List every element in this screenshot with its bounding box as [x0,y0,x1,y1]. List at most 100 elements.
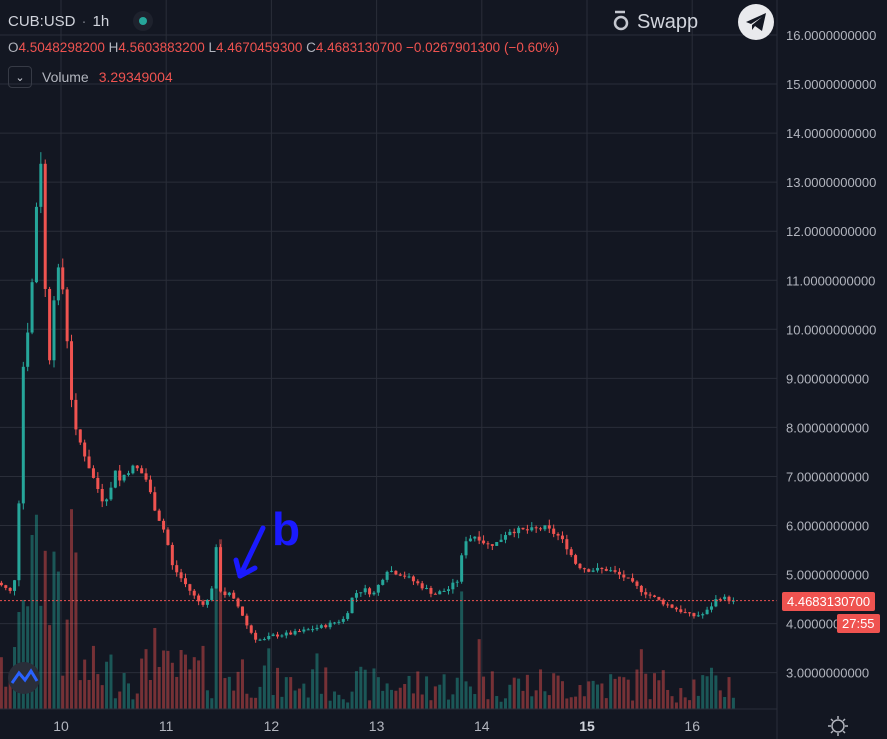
candle-body [162,520,166,530]
volume-bar [591,680,595,709]
volume-bar [333,691,337,709]
volume-bar [118,691,122,709]
volume-bar [512,677,516,709]
candle-body [578,563,582,569]
candle-body [284,632,288,636]
volume-bar [8,673,12,709]
volume-value: 3.29349004 [98,69,173,85]
interval-label: 1h [92,12,110,30]
annotation-arrow-icon [233,525,266,579]
volume-bars [0,509,735,709]
candle-body [70,341,74,400]
candle-body [363,588,367,593]
candle-body [609,570,613,572]
candle-body [407,576,411,578]
volume-bar [337,694,341,709]
annotation-label: b [272,503,300,555]
candle-body [135,465,139,469]
volume-bar [639,649,643,709]
volume-bar [644,673,648,709]
y-tick-label: 11.0000000000 [786,273,875,288]
candle-body [398,574,402,576]
volume-bar [43,550,47,709]
y-tick-label: 5.0000000000 [786,568,869,583]
candle-body [254,632,258,640]
volume-bar [569,697,573,709]
symbol-header[interactable]: CUB:USD · 1h [8,11,154,31]
candle-body [262,639,266,641]
candle-body [21,366,25,504]
volume-bar [539,669,543,709]
candle-body [227,592,231,596]
volume-bar [157,666,161,709]
candle-body [468,538,472,542]
candle-body [197,595,201,602]
high-value: 4.5603883200 [118,40,205,55]
y-tick-label: 12.0000000000 [786,224,876,239]
chevron-down-icon[interactable]: ⌄ [8,66,32,88]
candle-body [91,468,95,478]
x-tick-label: 12 [264,718,280,734]
y-tick-label: 3.0000000000 [786,666,869,681]
volume-bar [179,650,183,709]
candle-body [219,547,223,592]
volume-label: Volume [42,69,89,85]
candle-body [350,597,354,614]
candle-body [83,442,87,457]
volume-bar [425,676,429,709]
x-tick-label: 13 [369,718,385,734]
candle-body [683,612,687,614]
volume-bar [552,673,556,709]
candle-body [451,582,455,590]
candle-body [376,584,380,593]
candle-body [674,607,678,610]
volume-bar [328,700,332,709]
volume-bar [530,696,534,709]
candle-body [490,544,494,546]
tradingview-logo-icon[interactable] [8,662,40,694]
candle-body [201,601,205,605]
volume-bar [311,669,315,709]
volume-bar [4,686,8,709]
candle-body [109,487,113,500]
volume-bar [354,671,358,709]
candle-body [591,570,595,572]
y-tick-label: 14.0000000000 [786,126,876,141]
candle-body [346,613,350,619]
volume-bar [153,627,157,709]
candle-body [617,571,621,575]
candle-body [635,581,639,586]
candle-body [236,598,240,607]
volume-bar [398,687,402,709]
x-tick-label: 11 [159,718,174,734]
candle-body [293,631,297,635]
volume-bar [17,612,21,709]
volume-bar [144,649,148,709]
candle-body [692,613,696,617]
candle-body [214,547,218,589]
telegram-icon[interactable] [738,4,774,40]
volume-bar [403,684,407,709]
gear-icon[interactable] [828,716,848,736]
candle-body [271,634,275,636]
volume-bar [236,671,240,709]
volume-bar [148,679,152,709]
volume-bar [65,619,69,709]
candle-body [604,568,608,571]
candle-body [565,539,569,550]
candlestick-series [0,152,735,643]
volume-bar [508,684,512,709]
volume-bar [407,675,411,709]
time-axis[interactable]: 10 11 12 13 14 15 16 [53,718,700,734]
candle-body [644,592,648,595]
volume-bar [626,679,630,709]
price-axis[interactable]: 3.00000000004.00000000005.00000000006.00… [786,28,876,681]
candle-body [183,578,187,585]
candle-body [709,606,713,610]
candle-body [240,606,244,616]
volume-bar [78,680,82,709]
grid-lines [0,0,777,709]
candle-body [499,539,503,543]
